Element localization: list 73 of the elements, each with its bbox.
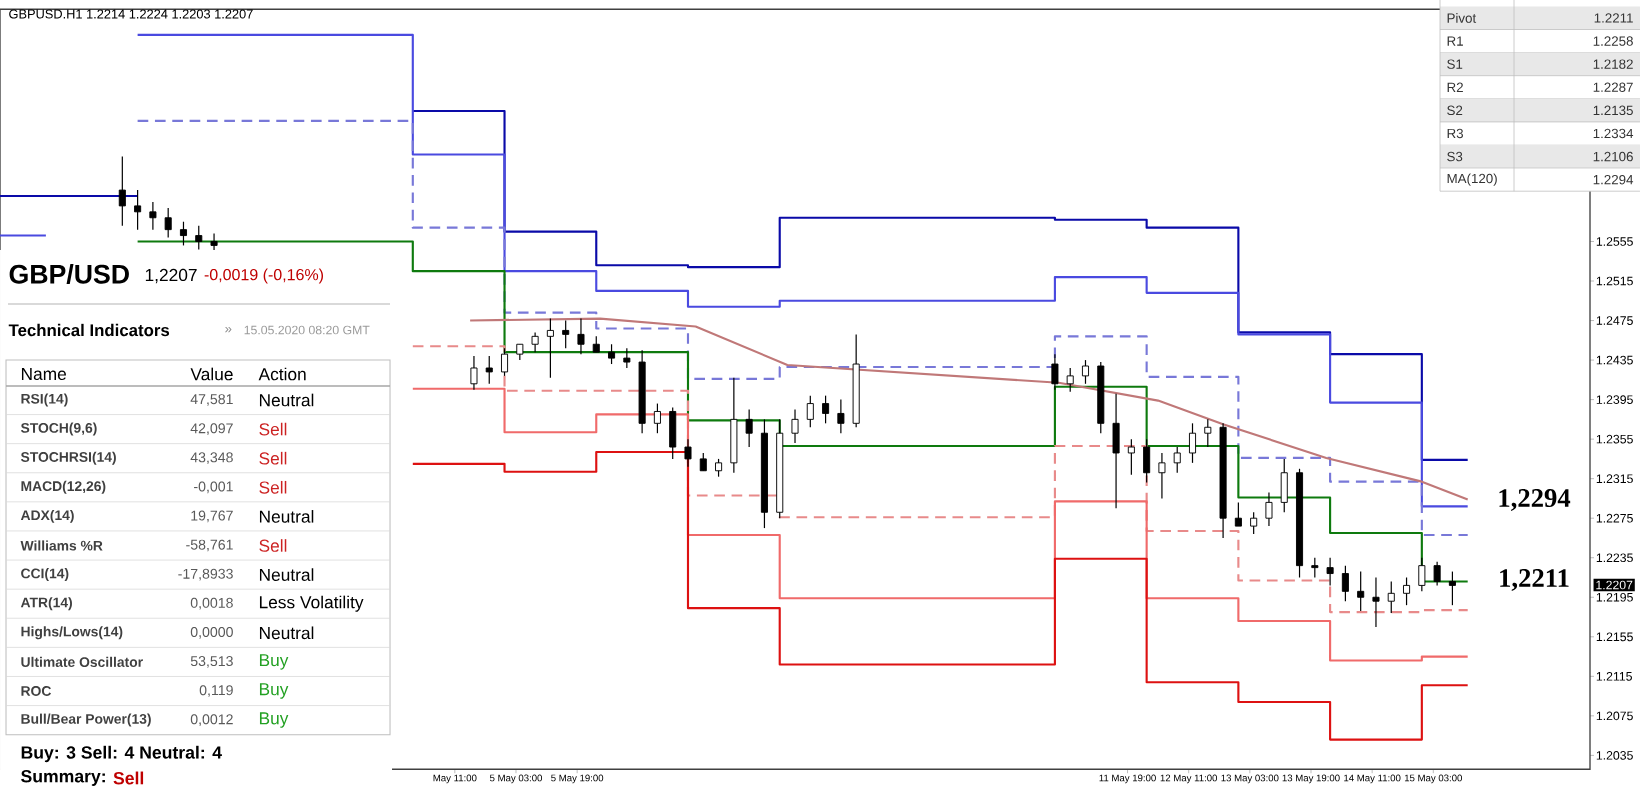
- text: Summary:: [21, 770, 105, 786]
- annotation: -0,0019 (-0,16%): [204, 268, 324, 284]
- candlestick: [1234, 501, 1242, 527]
- candlestick: [745, 408, 753, 448]
- candlestick: [1311, 557, 1319, 579]
- text: Buy: [259, 654, 289, 670]
- candlestick: [1403, 576, 1411, 606]
- text: Sell: [113, 771, 144, 785]
- candlestick: [837, 399, 845, 434]
- candlestick: [1081, 359, 1090, 385]
- candlestick: [1418, 557, 1426, 592]
- text: Sell: [259, 539, 287, 552]
- candlestick: [1372, 576, 1380, 628]
- candlestick: [195, 225, 203, 250]
- candlestick: [1173, 446, 1181, 474]
- text: Sell: [259, 422, 287, 436]
- candlestick: [1188, 422, 1197, 464]
- candlestick: [485, 355, 493, 385]
- candlestick: [1341, 565, 1349, 602]
- candlestick: [1280, 458, 1288, 513]
- candlestick: [1158, 452, 1166, 500]
- candlestick: [164, 207, 172, 239]
- candlestick: [1112, 393, 1120, 509]
- text: Neutral: [259, 626, 314, 640]
- text: Buy: [259, 683, 289, 699]
- candlestick: [1143, 438, 1151, 484]
- annotation: 1,2211: [1500, 569, 1569, 591]
- text: Neutral: [259, 568, 314, 581]
- candlestick: [669, 406, 677, 460]
- category-label: Value: [190, 367, 233, 381]
- candlestick: [1250, 511, 1258, 535]
- candlestick: [623, 347, 631, 369]
- candlestick: [1448, 570, 1456, 606]
- text: Neutral: [259, 510, 314, 523]
- candlestick: [1433, 561, 1441, 587]
- category-label: Name: [21, 367, 66, 381]
- candlestick: [546, 317, 554, 379]
- text: Less Volatility: [259, 595, 364, 612]
- candlestick: [1387, 580, 1395, 614]
- candlestick: [1066, 367, 1074, 393]
- candlestick: [1265, 491, 1273, 527]
- text: Buy: [259, 712, 289, 728]
- annotation: 1,2207: [145, 268, 197, 284]
- candlestick: [562, 319, 570, 349]
- category-label: Action: [258, 367, 306, 381]
- text: GBP/USD: [9, 264, 129, 284]
- text: Sell: [259, 480, 287, 494]
- text: Neutral: [259, 393, 314, 407]
- candlestick: [531, 331, 539, 353]
- candlestick: [577, 317, 585, 355]
- candlestick: [806, 395, 814, 428]
- text: Technical Indicators: [8, 323, 170, 337]
- candlestick: [730, 377, 738, 474]
- candlestick: [149, 201, 157, 231]
- candlestick: [1326, 557, 1334, 587]
- candlestick: [1051, 353, 1059, 391]
- candlestick: [1127, 438, 1135, 476]
- annotation: 1,2294: [1499, 489, 1571, 511]
- candlestick: [653, 402, 661, 434]
- line-series: [469, 317, 1469, 501]
- candlestick: [470, 355, 478, 391]
- text: Sell: [259, 451, 287, 465]
- candlestick: [118, 155, 126, 227]
- candlestick: [1204, 418, 1212, 448]
- candlestick: [791, 408, 799, 444]
- candlestick: [684, 438, 692, 468]
- candlestick: [501, 347, 509, 377]
- candlestick: [608, 343, 616, 365]
- candlestick: [179, 221, 187, 247]
- candlestick: [1357, 570, 1365, 612]
- candlestick: [822, 395, 830, 424]
- annotation: Buy: 3 Sell: 4 Neutral: 4: [21, 745, 222, 763]
- candlestick: [134, 189, 142, 231]
